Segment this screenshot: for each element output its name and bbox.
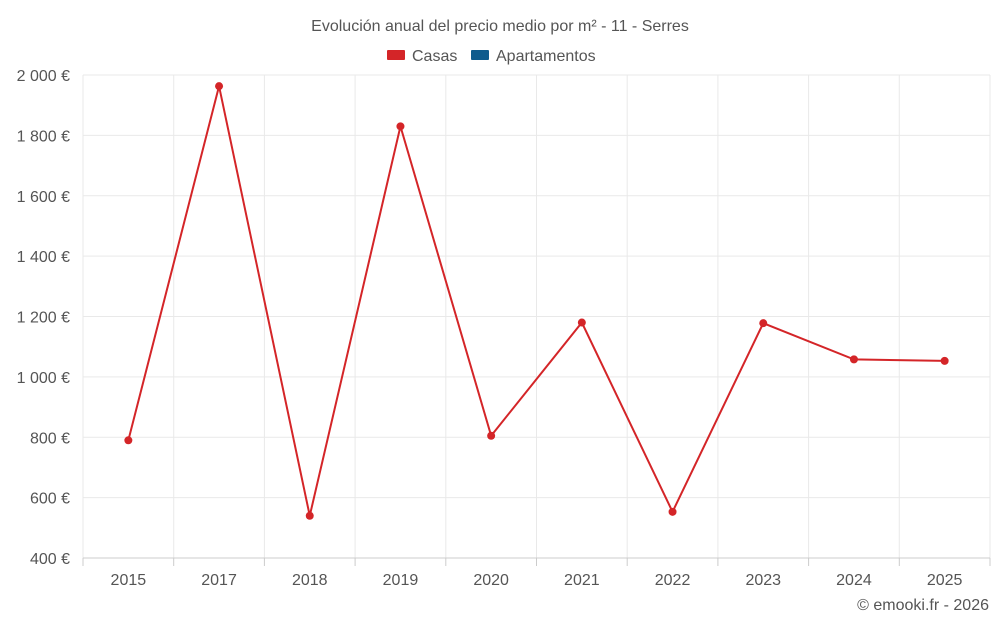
credit-text: © emooki.fr - 2026 bbox=[857, 597, 989, 614]
y-tick-label-2: 800 € bbox=[30, 430, 70, 447]
legend-swatch-0[interactable] bbox=[387, 50, 405, 60]
y-tick-label-7: 1 800 € bbox=[17, 128, 70, 145]
data-point-casas-2020[interactable] bbox=[487, 431, 496, 440]
data-point-casas-2021[interactable] bbox=[577, 318, 586, 327]
data-point-casas-2015[interactable] bbox=[124, 436, 133, 445]
x-tick-label-2: 2018 bbox=[292, 572, 328, 589]
data-point-casas-2023[interactable] bbox=[759, 319, 768, 328]
y-tick-label-3: 1 000 € bbox=[17, 370, 70, 387]
data-point-casas-2018[interactable] bbox=[305, 511, 314, 520]
y-tick-label-5: 1 400 € bbox=[17, 249, 70, 266]
series-layer bbox=[124, 82, 949, 520]
data-point-casas-2019[interactable] bbox=[396, 122, 405, 131]
x-tick-label-0: 2015 bbox=[111, 572, 147, 589]
data-point-casas-2025[interactable] bbox=[940, 356, 949, 365]
series-line-casas bbox=[127, 85, 945, 516]
data-point-casas-2022[interactable] bbox=[668, 507, 677, 516]
grid bbox=[82, 74, 991, 559]
x-axis: 2015 2017 2018 2019 2020 2021 2022 2023 2024 2025 bbox=[82, 557, 991, 589]
y-tick-label-1: 600 € bbox=[30, 491, 70, 508]
chart-title: Evolución anual del precio medio por m² … bbox=[311, 18, 689, 35]
y-tick-label-4: 1 200 € bbox=[17, 310, 70, 327]
y-tick-label-0: 400 € bbox=[30, 551, 70, 568]
legend: Casas Apartamentos bbox=[387, 48, 596, 65]
x-tick-label-3: 2019 bbox=[383, 572, 419, 589]
legend-swatch-1[interactable] bbox=[471, 50, 489, 60]
x-tick-label-8: 2024 bbox=[836, 572, 872, 589]
data-point-casas-2017[interactable] bbox=[215, 82, 224, 91]
x-tick-label-1: 2017 bbox=[201, 572, 237, 589]
y-tick-label-6: 1 600 € bbox=[17, 189, 70, 206]
x-tick-label-4: 2020 bbox=[473, 572, 509, 589]
legend-label-0[interactable]: Casas bbox=[412, 48, 457, 65]
x-tick-label-9: 2025 bbox=[927, 572, 963, 589]
x-tick-label-5: 2021 bbox=[564, 572, 600, 589]
x-tick-label-7: 2023 bbox=[745, 572, 781, 589]
y-tick-label-8: 2 000 € bbox=[17, 68, 70, 85]
legend-label-1[interactable]: Apartamentos bbox=[496, 48, 596, 65]
x-tick-label-6: 2022 bbox=[655, 572, 691, 589]
data-point-casas-2024[interactable] bbox=[849, 355, 858, 364]
y-axis: 400 € 600 € 800 € 1 000 € 1 200 € 1 400 € 1 60… bbox=[17, 68, 70, 568]
